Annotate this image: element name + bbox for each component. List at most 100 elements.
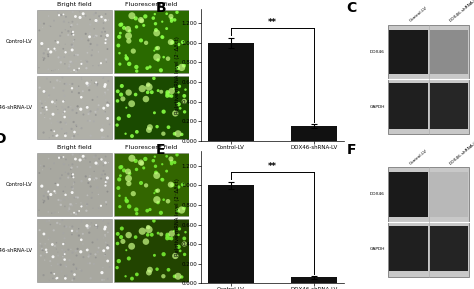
Point: [168, 17, 175, 21]
Point: [101, 234, 109, 239]
Point: [144, 233, 152, 237]
Point: [65, 205, 73, 210]
Point: [57, 262, 64, 267]
Point: [41, 258, 48, 262]
Point: [163, 26, 171, 31]
Point: [158, 34, 166, 39]
Point: [101, 233, 109, 237]
Point: [176, 84, 183, 89]
Point: [153, 46, 160, 51]
Point: [116, 204, 124, 209]
Point: [89, 206, 97, 211]
Point: [151, 12, 159, 16]
Point: [66, 202, 74, 207]
Point: [50, 211, 57, 216]
Point: [38, 41, 46, 46]
Point: [72, 52, 80, 57]
Point: [144, 90, 152, 95]
Point: [41, 99, 49, 104]
Point: [101, 227, 109, 231]
Point: [57, 198, 64, 203]
Point: [54, 133, 61, 138]
Point: [57, 120, 64, 125]
Point: [114, 89, 121, 94]
Point: [114, 241, 121, 246]
Point: [164, 232, 171, 237]
Point: [67, 202, 75, 207]
Point: [59, 257, 67, 261]
Point: [151, 110, 158, 115]
Point: [67, 247, 74, 252]
Point: [70, 134, 78, 138]
Point: [82, 156, 90, 161]
Point: [101, 92, 109, 96]
Point: [104, 176, 111, 180]
Point: [42, 48, 49, 52]
Point: [41, 90, 49, 95]
Point: [114, 99, 121, 103]
Point: [164, 125, 172, 129]
Point: [54, 40, 62, 45]
Point: [117, 235, 125, 240]
Point: [64, 175, 72, 180]
Point: [128, 134, 136, 138]
Point: [68, 61, 76, 65]
Point: [38, 44, 46, 49]
Point: [55, 155, 63, 160]
Point: [61, 257, 68, 262]
Point: [82, 66, 90, 71]
Y-axis label: Relative mRNA level (2⁻ΔΔct): Relative mRNA level (2⁻ΔΔct): [175, 178, 180, 256]
Point: [48, 100, 56, 104]
Point: [73, 22, 81, 27]
Point: [100, 168, 107, 173]
Point: [71, 196, 78, 200]
Point: [102, 37, 109, 42]
Point: [55, 253, 62, 258]
Point: [101, 252, 109, 257]
Point: [67, 25, 74, 29]
Point: [48, 211, 55, 215]
Point: [126, 62, 133, 66]
Point: [79, 89, 87, 94]
Point: [74, 132, 82, 137]
Point: [38, 186, 46, 191]
Point: [98, 14, 105, 19]
Point: [158, 19, 166, 24]
Point: [83, 61, 91, 65]
Point: [87, 251, 94, 256]
Point: [69, 44, 77, 49]
Point: [35, 65, 43, 70]
Point: [86, 110, 93, 115]
Bar: [388, 167, 469, 277]
Point: [78, 15, 85, 20]
Point: [55, 120, 63, 125]
Point: [91, 162, 99, 167]
Point: [61, 107, 68, 112]
Point: [75, 91, 82, 95]
Point: [70, 120, 77, 124]
Point: [122, 55, 130, 60]
Point: [54, 10, 62, 15]
Point: [69, 29, 77, 34]
Point: [71, 53, 78, 58]
Point: [39, 248, 47, 253]
Point: [46, 136, 53, 140]
Text: B: B: [156, 1, 166, 15]
Point: [37, 21, 45, 25]
Point: [181, 252, 188, 257]
Point: [47, 192, 55, 197]
Point: [75, 233, 82, 238]
Point: [78, 36, 85, 41]
Text: DDX46-shRNA-LV: DDX46-shRNA-LV: [0, 105, 32, 110]
Text: GAPDH: GAPDH: [369, 105, 385, 109]
Point: [85, 230, 93, 235]
Point: [99, 123, 107, 127]
Point: [104, 100, 111, 105]
Point: [89, 190, 96, 195]
Point: [94, 107, 101, 112]
Point: [101, 160, 109, 165]
Point: [58, 30, 66, 35]
Point: [140, 166, 147, 170]
Point: [88, 53, 95, 58]
Point: [78, 220, 85, 224]
